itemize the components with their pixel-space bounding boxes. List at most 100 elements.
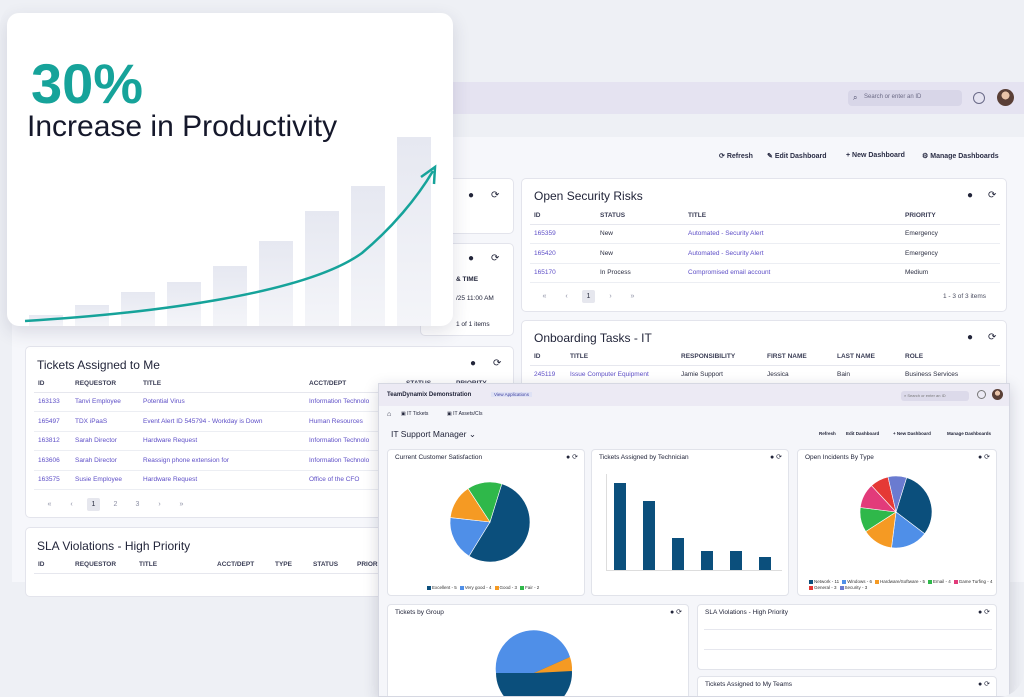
next-page-button[interactable]: ›	[158, 501, 161, 508]
card-actions[interactable]: ● ⟳	[977, 454, 990, 461]
cell-title[interactable]: Reassign phone extension for	[139, 450, 305, 471]
cell-title[interactable]: Hardware Request	[139, 470, 305, 490]
home-icon[interactable]: ⌂	[387, 411, 392, 418]
pie-slice[interactable]	[468, 483, 531, 563]
column-header-id[interactable]: ID	[34, 376, 71, 393]
cell-id[interactable]: 163575	[34, 470, 71, 490]
page-button[interactable]: 3	[135, 501, 140, 508]
pie-slice[interactable]	[534, 657, 573, 673]
page-button[interactable]: 1	[87, 498, 100, 511]
tab-it-assets[interactable]: ▣ IT Assets/CIs	[447, 411, 483, 417]
cell-title[interactable]: Automated - Security Alert	[684, 224, 901, 244]
cell-title[interactable]: Compromised email account	[684, 263, 901, 283]
column-header-acct-dept[interactable]: ACCT/DEPT	[305, 376, 402, 393]
info-icon[interactable]: ●	[470, 358, 477, 369]
page-button[interactable]: 1	[582, 290, 595, 303]
cell-id[interactable]: 165497	[34, 411, 71, 432]
cell-acct-dept[interactable]: Office of the CFO	[305, 470, 402, 490]
prev-page-button[interactable]: ‹	[70, 501, 73, 508]
first-page-button[interactable]: «	[542, 293, 547, 300]
new-dashboard-button[interactable]: + New Dashboard	[846, 152, 905, 159]
manage-dashboards-button[interactable]: Manage Dashboards	[947, 431, 992, 436]
card-actions[interactable]: ● ⟳	[977, 609, 990, 616]
table-row[interactable]: 165170 In Process Compromised email accoun…	[530, 263, 1000, 283]
user-avatar[interactable]	[997, 89, 1014, 106]
pie-slice[interactable]	[895, 477, 933, 535]
cell-acct-dept[interactable]: Information Technolo	[305, 450, 402, 471]
refresh-icon[interactable]: ⟳	[491, 253, 500, 264]
first-page-button[interactable]: «	[47, 501, 52, 508]
info-icon[interactable]: ●	[468, 190, 475, 201]
cell-title[interactable]: Potential Virus	[139, 392, 305, 412]
card-actions[interactable]: ● ⟳	[769, 454, 782, 461]
info-icon[interactable]: ●	[967, 332, 974, 343]
technician-bar[interactable]	[643, 500, 655, 570]
pie-slice[interactable]	[495, 630, 570, 673]
cell-requestor[interactable]: Tanvi Employee	[71, 392, 139, 412]
cell-id[interactable]: 163133	[34, 392, 71, 412]
technician-bar[interactable]	[701, 550, 713, 570]
card-actions[interactable]: ● ⟳	[565, 454, 578, 461]
column-header-status[interactable]: STATUS	[596, 208, 684, 225]
column-header-id[interactable]: ID	[530, 349, 566, 366]
refresh-icon[interactable]: ⟳	[493, 358, 502, 369]
column-header-role[interactable]: ROLE	[901, 349, 1000, 366]
card-actions[interactable]: ● ⟳	[669, 609, 682, 616]
column-header-type[interactable]: TYPE	[271, 557, 309, 574]
cell-acct-dept[interactable]: Information Technolo	[305, 431, 402, 451]
cell-requestor[interactable]: Sarah Director	[71, 431, 139, 451]
refresh-button[interactable]: ⟳ Refresh	[719, 153, 753, 160]
page-button[interactable]: 2	[113, 501, 118, 508]
cell-acct-dept[interactable]: Human Resources	[305, 411, 402, 432]
cell-id[interactable]: 163606	[34, 450, 71, 471]
refresh-icon[interactable]: ⟳	[491, 190, 500, 201]
help-icon[interactable]	[973, 92, 985, 104]
prev-page-button[interactable]: ‹	[565, 293, 568, 300]
dashboard-selector[interactable]: IT Support Manager ⌄	[391, 429, 476, 439]
edit-dashboard-button[interactable]: Edit Dashboard	[846, 431, 880, 436]
info-icon[interactable]: ●	[967, 190, 974, 201]
cell-id[interactable]: 165170	[530, 263, 596, 283]
edit-dashboard-button[interactable]: ✎ Edit Dashboard	[767, 153, 827, 160]
technician-bar[interactable]	[730, 550, 742, 570]
column-header-first-name[interactable]: FIRST NAME	[763, 349, 833, 366]
column-header-acct-dept[interactable]: ACCT/DEPT	[213, 557, 271, 574]
last-page-button[interactable]: »	[179, 501, 184, 508]
column-header-responsibility[interactable]: RESPONSIBILITY	[677, 349, 763, 366]
avatar[interactable]	[992, 389, 1003, 400]
column-header-title[interactable]: TITLE	[566, 349, 677, 366]
card-actions[interactable]: ● ⟳	[977, 681, 990, 688]
cell-title[interactable]: Automated - Security Alert	[684, 243, 901, 264]
column-header-requestor[interactable]: REQUESTOR	[71, 376, 139, 393]
search-input[interactable]: ⌕ Search or enter an ID	[848, 90, 962, 106]
help-icon[interactable]	[977, 390, 986, 399]
table-row[interactable]: 165359 New Automated - Security Alert Emerg…	[530, 224, 1000, 244]
column-header-priority[interactable]: PRIORITY	[901, 208, 1000, 225]
refresh-icon[interactable]: ⟳	[988, 332, 997, 343]
column-header-last-name[interactable]: LAST NAME	[833, 349, 901, 366]
table-row[interactable]: 165420 New Automated - Security Alert Emerg…	[530, 243, 1000, 264]
technician-bar[interactable]	[759, 557, 771, 570]
next-page-button[interactable]: ›	[609, 293, 612, 300]
cell-acct-dept[interactable]: Information Technolo	[305, 392, 402, 412]
cell-id[interactable]: 165420	[530, 243, 596, 264]
refresh-icon[interactable]: ⟳	[988, 190, 997, 201]
cell-requestor[interactable]: TDX iPaaS	[71, 411, 139, 432]
view-applications-button[interactable]: View Applications	[491, 392, 532, 397]
column-header-id[interactable]: ID	[34, 557, 71, 574]
cell-id[interactable]: 245119	[530, 365, 566, 385]
pie-slice[interactable]	[467, 481, 503, 523]
cell-title[interactable]: Event Alert ID 545794 - Workday is Down	[139, 411, 305, 432]
table-row[interactable]: 245119 Issue Computer Equipment Jamie Supp…	[530, 365, 1000, 385]
pie-slice[interactable]	[449, 517, 491, 557]
last-page-button[interactable]: »	[630, 293, 635, 300]
cell-requestor[interactable]: Sarah Director	[71, 450, 139, 471]
cell-title[interactable]: Hardware Request	[139, 431, 305, 451]
column-header-status[interactable]: STATUS	[309, 557, 353, 574]
tab-it-tickets[interactable]: ▣ IT Tickets	[401, 411, 429, 417]
cell-id[interactable]: 165359	[530, 224, 596, 244]
manage-dashboards-button[interactable]: ⚙ Manage Dashboards	[922, 153, 999, 160]
column-header-requestor[interactable]: REQUESTOR	[71, 557, 135, 574]
column-header-title[interactable]: TITLE	[684, 208, 901, 225]
technician-bar[interactable]	[614, 482, 626, 570]
